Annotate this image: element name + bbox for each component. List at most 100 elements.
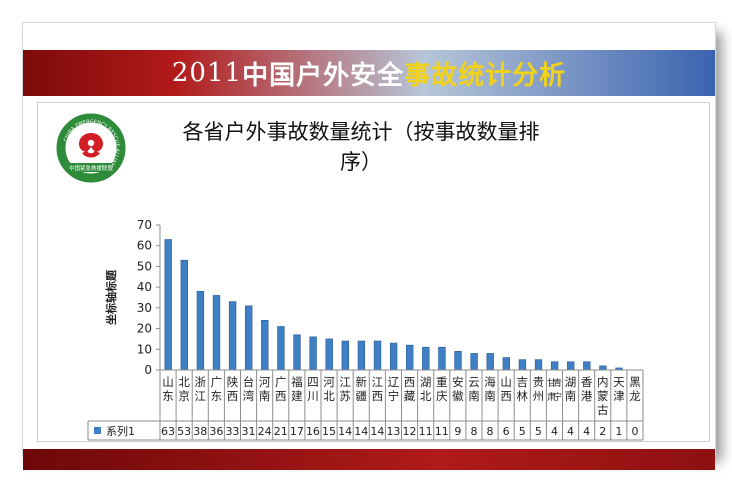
data-table-value: 0 bbox=[631, 425, 638, 438]
slide-title-accent: 事故统计分析 bbox=[404, 60, 567, 91]
x-category-label: 河南 bbox=[259, 375, 271, 403]
bar bbox=[341, 340, 349, 371]
chart-title-line: 序） bbox=[340, 150, 382, 174]
bar bbox=[550, 361, 559, 371]
y-tick-label: 10 bbox=[137, 342, 152, 356]
x-category-label: 重庆 bbox=[436, 375, 448, 403]
data-table-value: 38 bbox=[193, 425, 207, 438]
chart-frame: 0 10 20 30 40 50 60 70 坐标轴标题 山东 北京 浙江 广东 陕西 台湾 河南 广西 福建 四川… bbox=[37, 102, 710, 442]
x-category-label: 北京 bbox=[178, 375, 190, 403]
bar bbox=[470, 353, 478, 371]
data-table-value: 16 bbox=[306, 425, 320, 438]
bar bbox=[389, 342, 398, 371]
x-category-label: 安徽 bbox=[452, 375, 464, 403]
data-table-value: 11 bbox=[419, 425, 433, 438]
data-table-value: 53 bbox=[177, 425, 191, 438]
legend-series-name: 系列1 bbox=[106, 424, 135, 438]
bar bbox=[245, 305, 253, 371]
data-table-value: 5 bbox=[535, 425, 542, 438]
logo-bottom-text: 中国紧急救援联盟 bbox=[69, 164, 114, 172]
bar bbox=[357, 340, 366, 371]
x-category-label: 浙江 bbox=[195, 375, 207, 403]
x-category-label: 甘肃青宁 bbox=[547, 377, 562, 403]
data-table-value: 24 bbox=[258, 425, 272, 438]
x-category-label: 广东 bbox=[211, 375, 223, 403]
bar-chart: 010203040506070坐标轴标题山东北京浙江广东陕西台湾河南广西福建四川… bbox=[87, 218, 644, 441]
bar bbox=[180, 259, 188, 371]
data-table-value: 15 bbox=[322, 425, 336, 438]
x-category-label: 陕西 bbox=[227, 375, 239, 403]
data-table-value: 1 bbox=[615, 425, 622, 438]
data-table-value: 21 bbox=[274, 425, 288, 438]
slide-title-bar: 2011 中国户外安全 事故统计分析 bbox=[23, 50, 715, 96]
data-table-value: 4 bbox=[551, 425, 558, 438]
data-table-value: 17 bbox=[290, 425, 304, 438]
x-category-label: 天津 bbox=[613, 375, 625, 403]
y-tick-label: 0 bbox=[144, 363, 152, 377]
data-table-value: 63 bbox=[161, 425, 175, 438]
data-table-value: 4 bbox=[567, 425, 574, 438]
data-table-value: 12 bbox=[403, 425, 417, 438]
slide: 2011 中国户外安全 事故统计分析 0 10 20 30 40 50 60 70 坐标轴标题山… bbox=[22, 22, 716, 470]
y-tick-label: 30 bbox=[137, 301, 152, 315]
x-category-label: 贵州 bbox=[533, 375, 545, 403]
bar bbox=[599, 365, 607, 371]
x-category-label: 新疆 bbox=[356, 375, 368, 403]
data-table-value: 36 bbox=[209, 425, 223, 438]
data-table-value: 31 bbox=[242, 425, 256, 438]
x-category-label: 吉林 bbox=[517, 375, 529, 403]
bar bbox=[438, 346, 446, 371]
legend-key bbox=[94, 427, 101, 434]
data-table-value: 14 bbox=[338, 425, 352, 438]
data-table-value: 11 bbox=[435, 425, 449, 438]
bar bbox=[583, 361, 591, 371]
x-category-label: 山东 bbox=[162, 375, 174, 403]
slide-bottom-bar bbox=[23, 449, 715, 470]
x-category-label: 广西 bbox=[275, 375, 287, 403]
slide-title-main: 中国户外安全 bbox=[242, 60, 405, 91]
data-table-value: 14 bbox=[354, 425, 368, 438]
x-category-label: 黑龙 bbox=[629, 375, 641, 403]
y-tick-label: 50 bbox=[137, 259, 152, 273]
chart-title: 各省户外事故数量统计（按事故数量排 序） bbox=[146, 117, 576, 177]
x-category-label: 台湾 bbox=[243, 375, 255, 403]
rescue-alliance-logo-icon: CHINA EMERGENCY RESCUE ALLIANCE 中国紧急救援联盟 bbox=[56, 113, 126, 183]
data-table-value: 8 bbox=[470, 425, 477, 438]
x-category-label: 河北 bbox=[323, 375, 335, 403]
data-table-value: 14 bbox=[370, 425, 384, 438]
data-table-value: 13 bbox=[386, 425, 400, 438]
bar bbox=[277, 326, 285, 371]
x-category-label: 湖北 bbox=[420, 375, 432, 403]
x-category-label: 江西 bbox=[372, 375, 384, 403]
bar bbox=[325, 338, 333, 371]
y-tick-label: 40 bbox=[137, 280, 152, 294]
x-category-label: 湖南 bbox=[565, 375, 577, 403]
bar bbox=[261, 319, 269, 371]
data-table-value: 6 bbox=[503, 425, 510, 438]
data-table-value: 2 bbox=[599, 425, 606, 438]
x-category-label: 四川 bbox=[307, 375, 319, 403]
bar bbox=[567, 361, 575, 371]
bar bbox=[406, 344, 414, 371]
bar bbox=[518, 359, 527, 371]
data-table-value: 33 bbox=[225, 425, 239, 438]
bar bbox=[534, 359, 543, 371]
x-category-label: 香港 bbox=[581, 375, 593, 403]
bar bbox=[486, 353, 494, 371]
bar bbox=[212, 295, 221, 371]
data-table-value: 8 bbox=[487, 425, 494, 438]
y-tick-label: 70 bbox=[137, 218, 152, 232]
y-tick-label: 60 bbox=[137, 239, 152, 253]
bar bbox=[422, 346, 430, 371]
y-tick-label: 20 bbox=[137, 322, 152, 336]
x-category-label: 山西 bbox=[500, 375, 512, 403]
bar bbox=[196, 290, 205, 371]
x-category-label: 海南 bbox=[484, 375, 496, 403]
chart-title-line: 各省户外事故数量统计（按事故数量排 bbox=[182, 120, 540, 144]
y-axis-title: 坐标轴标题 bbox=[104, 269, 118, 325]
x-category-label: 江苏 bbox=[339, 375, 351, 403]
x-category-label: 云南 bbox=[468, 375, 480, 403]
data-table-value: 4 bbox=[583, 425, 590, 438]
slide-title-year: 2011 bbox=[171, 58, 243, 88]
x-category-label: 福建 bbox=[291, 375, 303, 403]
